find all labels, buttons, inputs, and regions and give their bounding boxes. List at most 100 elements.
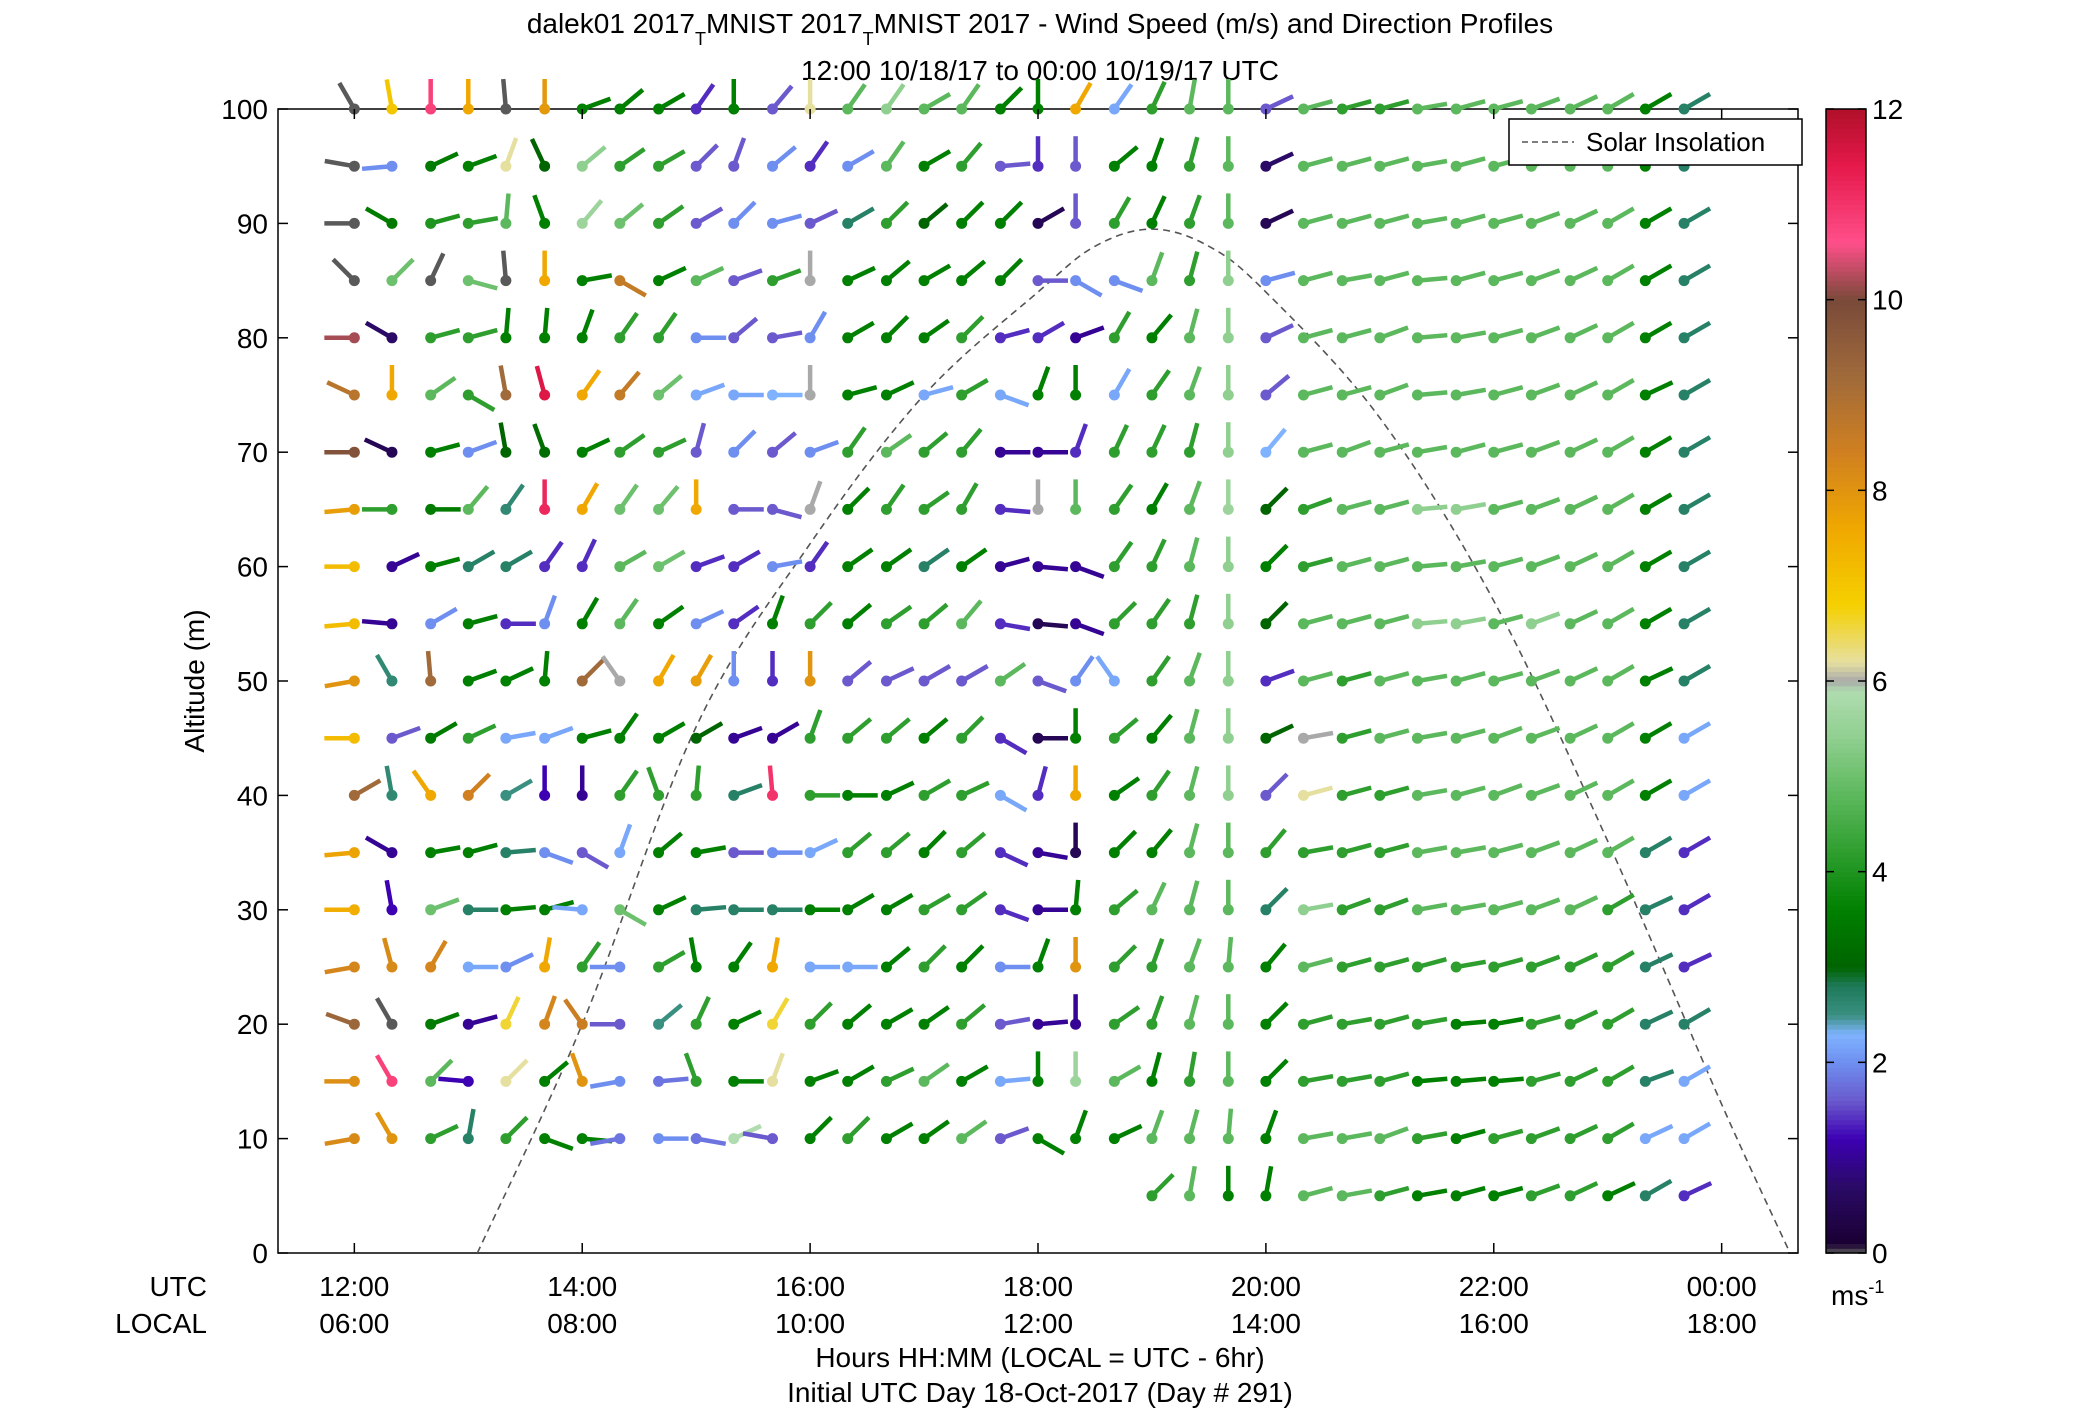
wind-barb-dot xyxy=(1602,618,1614,630)
colorbar-segment xyxy=(1826,1071,1866,1078)
wind-barb xyxy=(462,772,492,801)
wind-barb xyxy=(1336,1016,1373,1030)
wind-barb xyxy=(1297,156,1334,172)
colorbar-segment xyxy=(1826,552,1866,558)
wind-barb-dot xyxy=(614,847,626,859)
wind-barb xyxy=(767,84,794,115)
wind-barb-dot xyxy=(386,332,398,344)
wind-barb-dot xyxy=(880,904,892,916)
wind-barb-dot xyxy=(994,160,1006,172)
wind-barb xyxy=(646,766,665,801)
wind-barb xyxy=(1108,367,1132,401)
colorbar-segment xyxy=(1826,957,1866,963)
colorbar-segment xyxy=(1826,1090,1866,1097)
wind-barb xyxy=(880,547,913,573)
wind-barb-dot xyxy=(1146,103,1158,115)
colorbar-segment xyxy=(1826,185,1866,191)
colorbar-segment xyxy=(1826,538,1866,544)
wind-barb xyxy=(1450,1018,1487,1030)
colorbar-segment xyxy=(1826,1043,1866,1049)
wind-barb-dot xyxy=(994,1018,1006,1030)
wind-barb xyxy=(690,765,702,801)
colorbar-segment xyxy=(1826,1067,1866,1073)
colorbar-segment xyxy=(1826,561,1866,568)
wind-barb xyxy=(1146,1172,1175,1202)
wind-barb-dot xyxy=(1146,618,1158,630)
wind-barb-dot xyxy=(1602,789,1614,801)
wind-barb xyxy=(374,997,398,1030)
colorbar-segment xyxy=(1826,1133,1866,1140)
wind-barb xyxy=(804,1069,840,1087)
wind-barb xyxy=(1184,308,1200,344)
wind-barb-dot xyxy=(1297,847,1309,859)
wind-barb-dot xyxy=(1184,217,1196,229)
colorbar-segment xyxy=(1826,456,1866,463)
wind-barb-dot xyxy=(386,446,398,458)
wind-barb-dot xyxy=(1070,503,1082,515)
wind-barb xyxy=(1639,952,1674,973)
colorbar-segment xyxy=(1826,571,1866,577)
wind-barb-dot xyxy=(539,275,551,287)
wind-barb-dot xyxy=(690,332,702,344)
wind-barb xyxy=(1108,196,1132,229)
wind-barb xyxy=(994,1016,1031,1030)
wind-barb xyxy=(1146,538,1167,573)
wind-barb-dot xyxy=(1411,618,1423,630)
wind-barb-dot xyxy=(653,332,665,344)
wind-barb xyxy=(994,446,1031,458)
wind-barb-dot xyxy=(804,675,816,687)
wind-barb-dot xyxy=(690,961,702,973)
wind-barb xyxy=(1184,765,1200,801)
wind-barb xyxy=(539,540,564,573)
wind-barb xyxy=(804,961,841,973)
wind-barb xyxy=(1260,942,1287,973)
wind-barb-dot xyxy=(653,503,665,515)
colorbar-segment xyxy=(1826,352,1866,358)
wind-barb xyxy=(532,423,551,458)
wind-barb xyxy=(364,320,398,344)
wind-barb-dot xyxy=(804,847,816,859)
wind-barb xyxy=(1297,497,1333,515)
wind-barb xyxy=(539,1060,570,1087)
wind-barb-dot xyxy=(728,332,740,344)
wind-barb xyxy=(1260,208,1295,229)
wind-barb xyxy=(1450,616,1487,630)
wind-barb xyxy=(1336,273,1373,287)
wind-barb xyxy=(614,87,645,115)
wind-barb-dot xyxy=(1032,904,1044,916)
wind-barb-dot xyxy=(1488,332,1500,344)
wind-barb-dot xyxy=(1336,789,1348,801)
wind-barb xyxy=(425,650,437,687)
colorbar-segment xyxy=(1826,1005,1866,1011)
wind-barb-dot xyxy=(386,275,398,287)
wind-barb-dot xyxy=(425,904,437,916)
wind-barb-dot xyxy=(614,389,626,401)
wind-barb-dot xyxy=(1374,446,1386,458)
wind-barb xyxy=(1602,721,1635,744)
wind-barb-dot xyxy=(1070,561,1082,573)
wind-barb-dot xyxy=(1297,275,1309,287)
wind-barb xyxy=(614,147,646,172)
wind-barb-dot xyxy=(539,847,551,859)
colorbar-segment xyxy=(1826,852,1866,858)
wind-barb-dot xyxy=(425,1075,437,1087)
y-tick-label: 20 xyxy=(237,1009,268,1040)
wind-barb-dot xyxy=(690,904,702,916)
wind-barb xyxy=(614,597,639,630)
wind-barb-dot xyxy=(880,389,892,401)
wind-barb xyxy=(1336,327,1372,344)
wind-barb-dot xyxy=(653,961,665,973)
wind-barb xyxy=(918,944,947,973)
wind-barb xyxy=(728,200,757,229)
wind-barb xyxy=(462,842,498,859)
wind-barb-dot xyxy=(880,789,892,801)
wind-barb xyxy=(425,1123,459,1145)
colorbar-segment xyxy=(1826,223,1866,229)
wind-barb xyxy=(614,823,633,859)
wind-barb xyxy=(1678,1064,1712,1087)
colorbar-segment xyxy=(1826,1095,1866,1102)
wind-barb xyxy=(1070,81,1093,115)
wind-barb xyxy=(956,482,979,515)
wind-barb-dot xyxy=(1297,675,1309,687)
wind-barb xyxy=(1108,717,1139,744)
